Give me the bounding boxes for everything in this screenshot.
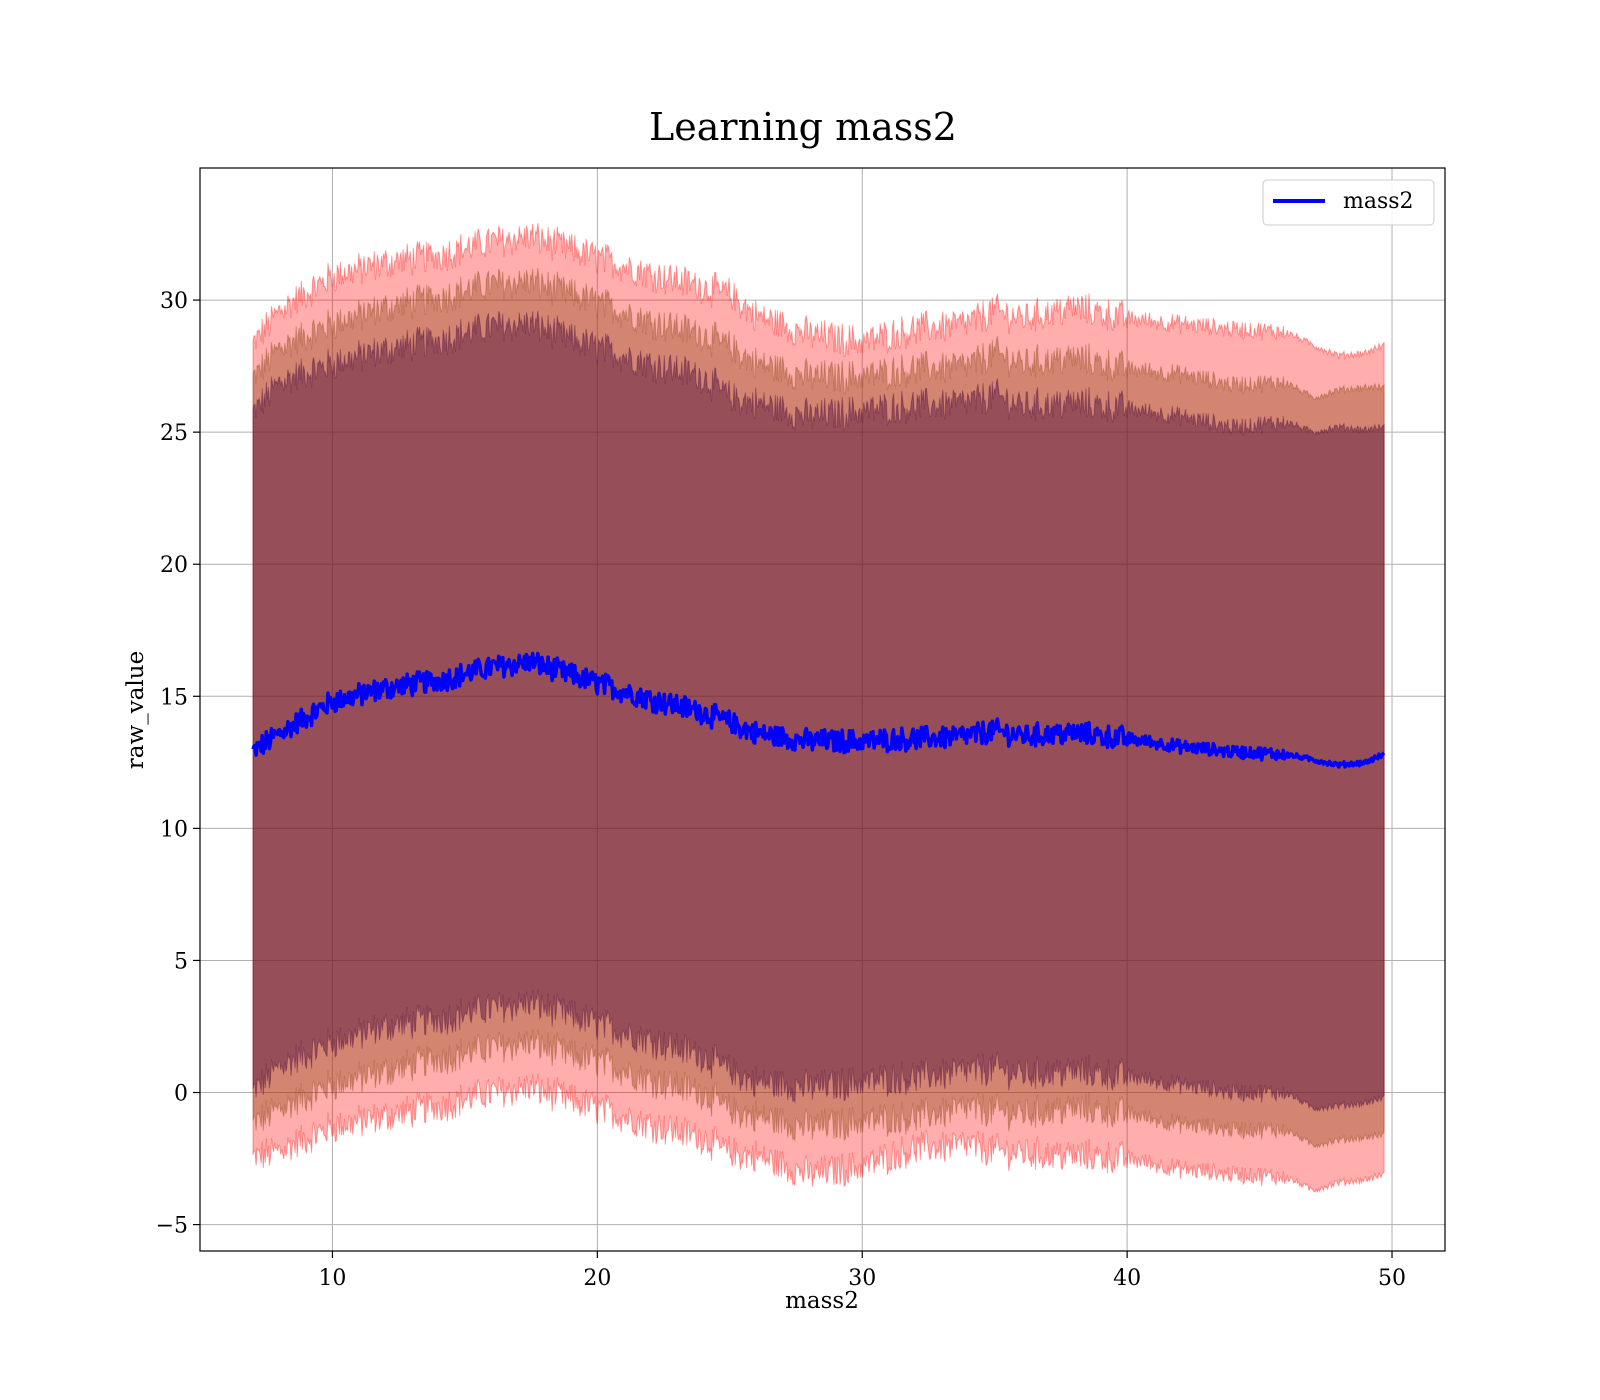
x-axis-label: mass2	[785, 1288, 859, 1314]
y-tick-label: 20	[160, 553, 188, 578]
y-tick-label: 0	[174, 1082, 188, 1107]
legend: mass2	[1262, 179, 1435, 226]
x-tick-label: 30	[848, 1266, 876, 1291]
y-axis-label: raw_value	[123, 651, 149, 769]
band-middle	[252, 268, 1385, 1149]
plot-frame	[199, 167, 1446, 1252]
legend-box	[1262, 179, 1435, 226]
x-axis-ticks: 10 20 30 40 50	[318, 1251, 1406, 1291]
grid	[200, 168, 1445, 1251]
chart-title: Learning mass2	[649, 105, 957, 149]
y-tick-label: 10	[160, 817, 188, 842]
y-tick-label: 30	[160, 289, 188, 314]
confidence-bands	[252, 223, 1385, 1193]
legend-entry-mass2: mass2	[1343, 189, 1414, 214]
y-tick-label: 5	[174, 949, 188, 974]
x-tick-label: 50	[1378, 1266, 1406, 1291]
band-inner	[252, 310, 1385, 1113]
x-tick-label: 40	[1113, 1266, 1141, 1291]
y-tick-label: −5	[156, 1214, 188, 1239]
y-tick-label: 25	[160, 421, 188, 446]
x-tick-label: 10	[318, 1266, 346, 1291]
y-axis-ticks: −5 0 5 10 15 20 25 30	[156, 289, 200, 1239]
series-lines	[251, 651, 1386, 769]
band-outer	[252, 223, 1385, 1193]
y-tick-label: 15	[160, 685, 188, 710]
x-tick-label: 20	[583, 1266, 611, 1291]
series-line-mass2	[251, 651, 1386, 769]
